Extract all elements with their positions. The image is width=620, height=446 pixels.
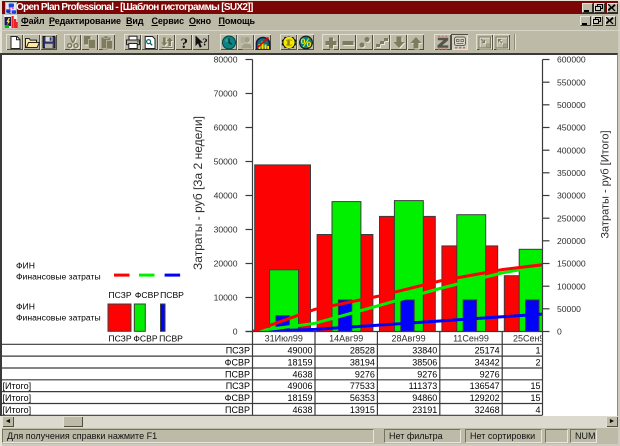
svg-text:25Сен99: 25Сен99 [513,334,550,344]
svg-text:ФСВР: ФСВР [133,334,157,344]
svg-text:33840: 33840 [412,346,437,356]
svg-text:49006: 49006 [287,381,312,391]
svg-text:9276: 9276 [355,369,375,379]
svg-text:ПСЗР: ПСЗР [108,334,131,344]
svg-text:550000: 550000 [557,77,586,87]
svg-text:10000: 10000 [214,293,238,303]
svg-text:ФИН: ФИН [16,302,35,312]
svg-text:500000: 500000 [557,100,586,110]
svg-text:ПСЗР: ПСЗР [226,381,250,391]
svg-text:18159: 18159 [287,357,312,367]
svg-text:136547: 136547 [470,381,500,391]
svg-text:15: 15 [530,393,540,403]
svg-text:?: ? [202,36,208,48]
svg-text:77533: 77533 [350,381,375,391]
svg-text:4638: 4638 [292,405,312,415]
svg-text:Финансовые затраты: Финансовые затраты [16,313,101,323]
svg-text:ПСВР: ПСВР [159,334,183,344]
svg-text:2: 2 [535,357,540,367]
svg-text:111373: 111373 [409,381,438,391]
svg-text:?: ? [180,36,188,50]
svg-text:32468: 32468 [475,405,500,415]
svg-text:ПСЗР: ПСЗР [108,290,131,300]
svg-text:25174: 25174 [475,346,500,356]
svg-text:50000: 50000 [214,157,238,167]
svg-text:450000: 450000 [557,123,586,133]
svg-text:9276: 9276 [480,369,500,379]
svg-text:150000: 150000 [557,259,586,269]
svg-text:400000: 400000 [557,145,586,155]
svg-text:Затраты - руб [За 2 недели]: Затраты - руб [За 2 недели] [191,116,205,270]
svg-text:13915: 13915 [350,405,375,415]
svg-text:200000: 200000 [557,236,586,246]
svg-text:15: 15 [530,381,540,391]
svg-text:Финансовые затраты: Финансовые затраты [16,272,101,282]
svg-text:50000: 50000 [557,304,581,314]
svg-text:28Авг99: 28Авг99 [392,334,426,344]
svg-text:4638: 4638 [292,369,312,379]
svg-text:350000: 350000 [557,168,586,178]
svg-text:250000: 250000 [557,213,586,223]
svg-text:[Итого]: [Итого] [3,393,32,403]
svg-text:56353: 56353 [350,393,375,403]
svg-text:9276: 9276 [417,369,437,379]
svg-text:600000: 600000 [557,55,586,65]
svg-text:80000: 80000 [214,55,238,65]
svg-text:20000: 20000 [214,259,238,269]
svg-text:[Итого]: [Итого] [3,381,32,391]
svg-text:ПСВР: ПСВР [225,405,250,415]
svg-text:ФСВР: ФСВР [225,357,250,367]
svg-text:4: 4 [535,405,540,415]
svg-text:40000: 40000 [214,191,238,201]
svg-text:38506: 38506 [412,357,437,367]
svg-text:0: 0 [233,327,238,337]
svg-text:129202: 129202 [470,393,500,403]
svg-text:ФСВР: ФСВР [225,393,250,403]
svg-text:34342: 34342 [475,357,500,367]
svg-text:100000: 100000 [557,281,586,291]
svg-text:1: 1 [535,346,540,356]
svg-text:94860: 94860 [412,393,437,403]
svg-text:ПСЗР: ПСЗР [226,346,250,356]
svg-text:0: 0 [557,327,562,337]
svg-text:38194: 38194 [350,357,375,367]
svg-text:18159: 18159 [287,393,312,403]
svg-text:%: % [300,35,311,49]
svg-text:49000: 49000 [287,346,312,356]
svg-text:Затраты - руб [Итого]: Затраты - руб [Итого] [600,130,612,238]
svg-text:ФСВР: ФСВР [135,290,159,300]
svg-text:31Июл99: 31Июл99 [265,334,303,344]
svg-text:ПСВР: ПСВР [225,369,250,379]
svg-text:11Сен99: 11Сен99 [453,334,489,344]
svg-text:ФИН: ФИН [16,261,35,271]
svg-text:14Авг99: 14Авг99 [329,334,363,344]
svg-text:28528: 28528 [350,346,375,356]
svg-text:[Итого]: [Итого] [3,405,32,415]
svg-text:ПСВР: ПСВР [160,290,184,300]
svg-text:300000: 300000 [557,191,586,201]
svg-text:23191: 23191 [412,405,437,415]
svg-text:30000: 30000 [214,225,238,235]
svg-text:60000: 60000 [214,123,238,133]
svg-text:70000: 70000 [214,89,238,99]
